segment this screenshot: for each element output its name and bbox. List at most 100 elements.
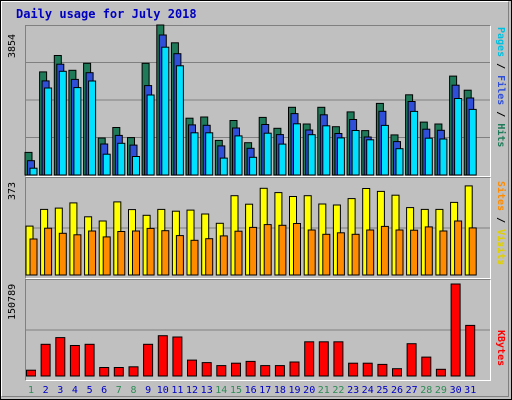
bar-sites-day-31 bbox=[468, 227, 477, 276]
bar-kbytes-day-23 bbox=[348, 362, 359, 377]
bar-kbytes-day-30 bbox=[450, 283, 461, 377]
day-label-24: 24 bbox=[362, 385, 374, 396]
chart-title: Daily usage for July 2018 bbox=[16, 7, 197, 21]
day-label-7: 7 bbox=[116, 385, 122, 396]
bar-pages-day-28 bbox=[424, 137, 433, 176]
day-label-30: 30 bbox=[450, 385, 462, 396]
bar-kbytes-day-19 bbox=[289, 361, 300, 377]
day-label-21: 21 bbox=[318, 385, 330, 396]
bar-pages-day-15 bbox=[234, 135, 243, 176]
bar-sites-day-10 bbox=[161, 230, 170, 276]
bar-pages-day-9 bbox=[146, 94, 155, 176]
day-label-10: 10 bbox=[157, 385, 169, 396]
bar-kbytes-day-17 bbox=[260, 365, 271, 377]
bar-sites-day-29 bbox=[439, 230, 448, 276]
day-label-22: 22 bbox=[332, 385, 344, 396]
bar-pages-day-2 bbox=[44, 87, 53, 176]
bar-kbytes-day-28 bbox=[421, 356, 432, 377]
bar-kbytes-day-15 bbox=[231, 362, 241, 377]
bar-pages-day-16 bbox=[249, 156, 258, 176]
bar-kbytes-day-27 bbox=[406, 343, 417, 377]
day-label-14: 14 bbox=[215, 385, 227, 396]
bar-kbytes-day-18 bbox=[274, 365, 285, 377]
day-label-26: 26 bbox=[391, 385, 403, 396]
bar-kbytes-day-4 bbox=[69, 345, 80, 377]
day-label-17: 17 bbox=[259, 385, 271, 396]
day-label-5: 5 bbox=[87, 385, 93, 396]
bar-pages-day-13 bbox=[205, 132, 214, 176]
bar-pages-day-30 bbox=[454, 98, 463, 176]
bar-kbytes-day-14 bbox=[216, 365, 227, 377]
bar-kbytes-day-21 bbox=[318, 341, 329, 377]
bar-pages-day-23 bbox=[351, 130, 360, 176]
day-label-4: 4 bbox=[72, 385, 78, 396]
bar-kbytes-day-16 bbox=[245, 360, 256, 377]
bar-sites-day-19 bbox=[293, 223, 301, 276]
bar-sites-day-28 bbox=[424, 226, 433, 276]
bar-pages-day-6 bbox=[102, 153, 111, 176]
bar-kbytes-day-3 bbox=[55, 337, 66, 377]
bar-sites-day-16 bbox=[249, 226, 258, 276]
bar-sites-day-9 bbox=[146, 227, 155, 276]
bar-pages-day-31 bbox=[468, 108, 477, 176]
bar-sites-day-15 bbox=[234, 230, 243, 276]
bar-pages-day-8 bbox=[132, 156, 140, 176]
bar-pages-day-11 bbox=[175, 65, 184, 176]
bar-sites-day-27 bbox=[410, 229, 419, 276]
bar-pages-day-17 bbox=[263, 132, 272, 176]
bar-kbytes-day-5 bbox=[84, 343, 95, 377]
bar-sites-day-30 bbox=[454, 220, 463, 276]
day-label-16: 16 bbox=[245, 385, 257, 396]
day-label-9: 9 bbox=[145, 385, 151, 396]
bar-kbytes-day-9 bbox=[143, 343, 154, 377]
day-label-19: 19 bbox=[288, 385, 300, 396]
bar-kbytes-day-12 bbox=[187, 359, 197, 377]
bar-sites-day-7 bbox=[117, 231, 126, 276]
bar-sites-day-14 bbox=[219, 235, 228, 276]
bar-sites-day-8 bbox=[132, 230, 140, 276]
bar-kbytes-day-2 bbox=[40, 343, 51, 377]
bar-pages-day-10 bbox=[161, 46, 170, 176]
bar-pages-day-14 bbox=[219, 157, 228, 176]
day-label-13: 13 bbox=[201, 385, 213, 396]
day-label-27: 27 bbox=[406, 385, 418, 396]
day-label-1: 1 bbox=[28, 385, 34, 396]
bar-pages-day-19 bbox=[293, 123, 301, 176]
day-label-28: 28 bbox=[420, 385, 432, 396]
day-label-15: 15 bbox=[230, 385, 242, 396]
bar-sites-day-21 bbox=[322, 233, 331, 276]
bar-pages-day-4 bbox=[73, 87, 82, 176]
bar-pages-day-27 bbox=[410, 110, 419, 176]
bar-pages-day-1 bbox=[29, 167, 38, 176]
bar-pages-day-20 bbox=[307, 134, 316, 176]
bar-kbytes-day-20 bbox=[304, 341, 315, 377]
bar-pages-day-12 bbox=[190, 132, 199, 176]
bar-sites-day-22 bbox=[336, 232, 345, 276]
bar-sites-day-23 bbox=[351, 233, 360, 276]
day-label-23: 23 bbox=[347, 385, 359, 396]
bar-sites-day-5 bbox=[88, 230, 97, 276]
bar-pages-day-29 bbox=[439, 138, 448, 176]
bar-sites-day-25 bbox=[380, 225, 389, 276]
day-label-11: 11 bbox=[171, 385, 183, 396]
day-label-20: 20 bbox=[303, 385, 315, 396]
day-label-2: 2 bbox=[43, 385, 49, 396]
bar-kbytes-day-6 bbox=[99, 367, 110, 377]
bar-pages-day-22 bbox=[336, 137, 345, 176]
bar-pages-day-7 bbox=[117, 142, 126, 176]
bar-pages-day-5 bbox=[88, 80, 97, 176]
bar-sites-day-1 bbox=[29, 238, 38, 276]
bar-sites-day-3 bbox=[58, 232, 67, 276]
bar-sites-day-20 bbox=[307, 229, 316, 276]
bar-pages-day-24 bbox=[366, 139, 375, 176]
bar-sites-day-18 bbox=[278, 224, 287, 276]
bar-kbytes-day-26 bbox=[392, 368, 402, 377]
bar-kbytes-day-25 bbox=[377, 363, 388, 377]
bar-kbytes-day-8 bbox=[128, 366, 139, 377]
bar-kbytes-day-11 bbox=[172, 336, 183, 377]
bar-kbytes-day-24 bbox=[362, 362, 373, 377]
bar-sites-day-2 bbox=[44, 227, 53, 276]
bar-pages-day-21 bbox=[322, 125, 331, 176]
